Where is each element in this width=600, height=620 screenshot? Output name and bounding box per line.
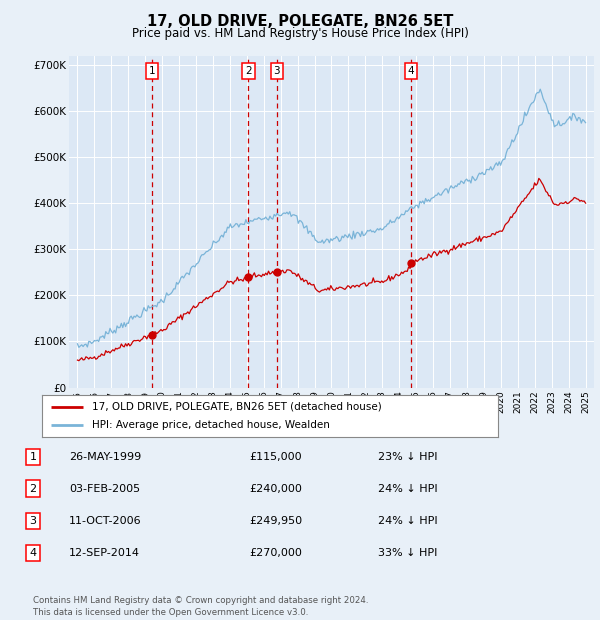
Text: 2: 2 [29,484,37,494]
Text: £270,000: £270,000 [249,548,302,558]
Text: HPI: Average price, detached house, Wealden: HPI: Average price, detached house, Weal… [92,420,330,430]
Text: 23% ↓ HPI: 23% ↓ HPI [378,452,437,462]
Text: Price paid vs. HM Land Registry's House Price Index (HPI): Price paid vs. HM Land Registry's House … [131,27,469,40]
Text: 4: 4 [29,548,37,558]
Text: 24% ↓ HPI: 24% ↓ HPI [378,516,437,526]
Text: 2: 2 [245,66,251,76]
Text: 33% ↓ HPI: 33% ↓ HPI [378,548,437,558]
Text: 12-SEP-2014: 12-SEP-2014 [69,548,140,558]
Text: £249,950: £249,950 [249,516,302,526]
Text: Contains HM Land Registry data © Crown copyright and database right 2024.
This d: Contains HM Land Registry data © Crown c… [33,596,368,618]
Text: 3: 3 [274,66,280,76]
Text: 24% ↓ HPI: 24% ↓ HPI [378,484,437,494]
Text: 17, OLD DRIVE, POLEGATE, BN26 5ET: 17, OLD DRIVE, POLEGATE, BN26 5ET [147,14,453,29]
Text: £115,000: £115,000 [249,452,302,462]
Text: 26-MAY-1999: 26-MAY-1999 [69,452,141,462]
Text: 4: 4 [408,66,415,76]
Text: 3: 3 [29,516,37,526]
Text: 03-FEB-2005: 03-FEB-2005 [69,484,140,494]
Text: 17, OLD DRIVE, POLEGATE, BN26 5ET (detached house): 17, OLD DRIVE, POLEGATE, BN26 5ET (detac… [92,402,382,412]
Text: 1: 1 [149,66,155,76]
Text: 11-OCT-2006: 11-OCT-2006 [69,516,142,526]
Text: £240,000: £240,000 [249,484,302,494]
Text: 1: 1 [29,452,37,462]
